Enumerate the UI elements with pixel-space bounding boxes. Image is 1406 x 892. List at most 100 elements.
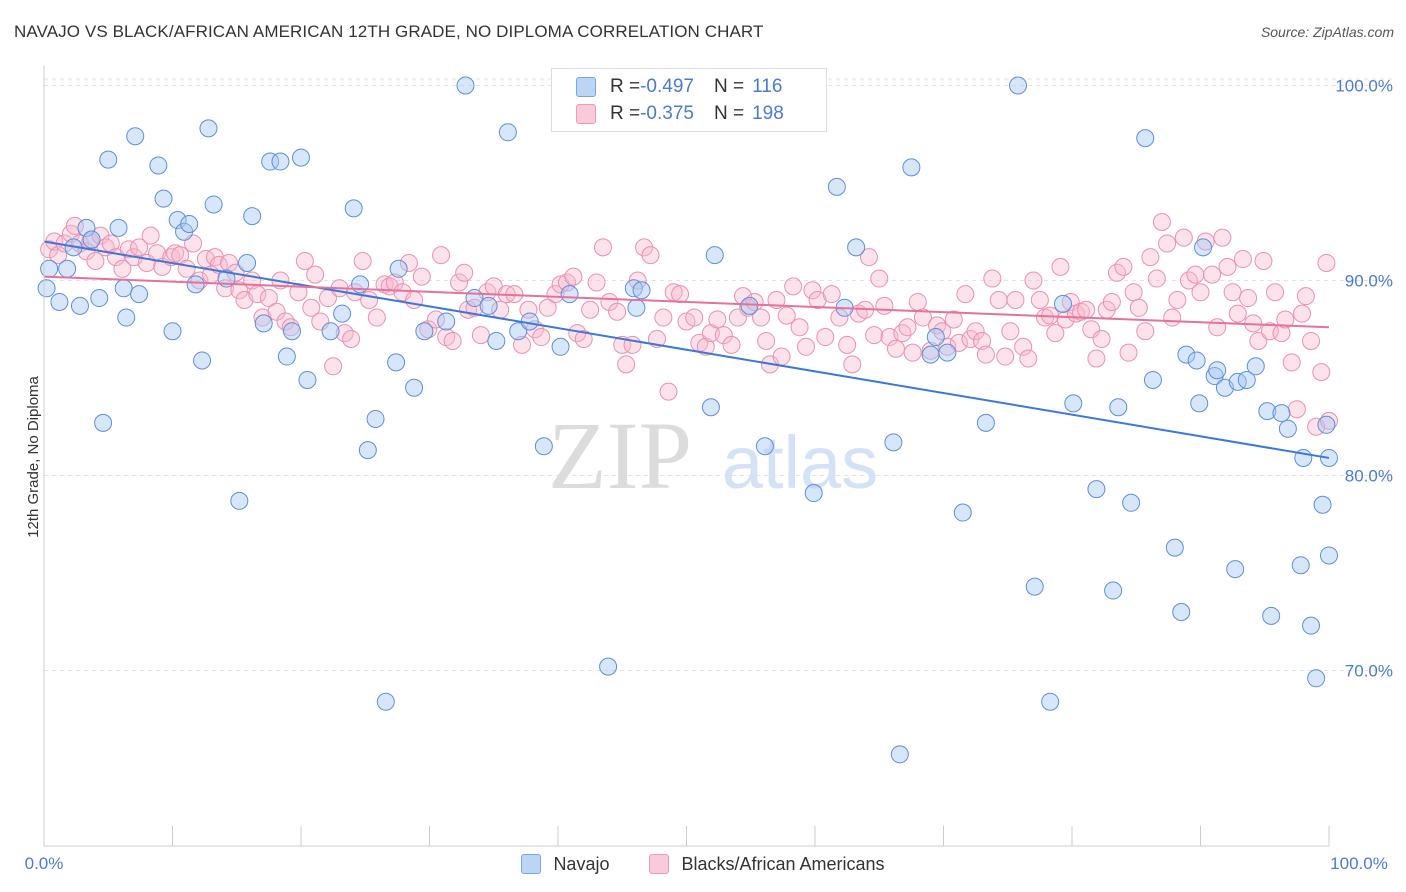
black-point: [259, 289, 278, 308]
black-point: [1213, 228, 1232, 247]
black-point: [1024, 271, 1043, 290]
navajo-point: [1143, 370, 1162, 389]
black-point: [1046, 324, 1065, 343]
black-point: [898, 318, 917, 337]
black-point: [1296, 287, 1315, 306]
navajo-point: [479, 296, 498, 315]
navajo-point: [921, 345, 940, 364]
black-point: [830, 308, 849, 327]
black-point: [1152, 213, 1171, 231]
navajo-point: [1104, 581, 1123, 600]
navajo-point: [847, 238, 866, 257]
black-point: [1168, 291, 1187, 309]
black-point: [790, 318, 809, 337]
black-point: [600, 292, 619, 311]
navajo-point: [884, 433, 903, 452]
navajo-point: [243, 207, 262, 226]
bottom-legend-label: Blacks/African Americans: [681, 853, 885, 874]
navajo-point: [804, 484, 823, 503]
navajo-point: [627, 298, 646, 317]
black-point: [324, 357, 343, 376]
black-point: [870, 269, 889, 288]
black-trend-line: [43, 275, 1330, 329]
navajo-point: [599, 657, 618, 676]
black-point: [949, 333, 968, 352]
navajo-trend-line: [43, 240, 1330, 459]
navajo-point: [126, 127, 145, 146]
black-point: [1124, 283, 1143, 302]
navajo-point: [1237, 370, 1256, 389]
black-point: [1102, 292, 1121, 311]
black-point: [342, 330, 361, 348]
black-point: [865, 326, 884, 345]
navajo-point: [82, 230, 101, 249]
navajo-swatch: [521, 854, 542, 874]
navajo-point: [1177, 345, 1196, 364]
navajo-point: [1054, 294, 1073, 313]
y-tick-label: 100.0%: [1335, 77, 1393, 96]
navajo-point: [154, 189, 173, 208]
x-tick-label: 100.0%: [1330, 854, 1388, 873]
navajo-point: [890, 745, 909, 764]
legend: R = -0.497 N = 116 R = -0.375 N = 198: [551, 68, 827, 132]
navajo-point: [1064, 394, 1083, 413]
black-point: [49, 246, 68, 265]
legend-r-value: -0.497: [640, 76, 694, 97]
navajo-point: [114, 279, 133, 298]
navajo-point: [261, 152, 280, 171]
axes: 70.0% 80.0% 90.0% 100.0% 0.0% 100.0%: [25, 66, 1393, 873]
navajo-point: [1228, 372, 1247, 391]
navajo-point: [130, 285, 149, 304]
black-point: [1014, 337, 1033, 356]
navajo-point: [1109, 398, 1128, 417]
black-point: [1233, 250, 1252, 269]
watermark-zip: ZIP: [548, 402, 692, 509]
navajo-point: [1009, 76, 1028, 95]
navajo-point: [1087, 480, 1106, 499]
navajo-point: [351, 275, 370, 294]
navajo-point: [976, 413, 995, 432]
black-point: [608, 302, 627, 321]
navajo-point: [1190, 394, 1209, 413]
navajo-point: [321, 322, 340, 341]
black-point: [405, 291, 424, 309]
navajo-point: [58, 259, 77, 278]
black-point: [1006, 291, 1025, 309]
black-point: [966, 322, 985, 341]
black-point: [893, 324, 912, 343]
watermark: ZIP atlas: [548, 402, 878, 509]
navajo-point: [509, 322, 528, 341]
black-point: [1228, 304, 1247, 323]
black-point: [538, 298, 557, 317]
navajo-point: [168, 211, 187, 230]
black-point: [708, 310, 727, 329]
navajo-point: [701, 398, 720, 417]
black-point: [956, 285, 975, 304]
black-point: [685, 308, 704, 327]
legend-r-value: -0.375: [640, 103, 694, 124]
black-point: [983, 269, 1002, 288]
black-point: [86, 252, 105, 270]
black-point: [797, 337, 816, 356]
black-point: [306, 265, 325, 284]
black-point: [302, 298, 321, 317]
navajo-point: [387, 353, 406, 372]
legend-row-black: R = -0.375 N = 198: [576, 102, 784, 126]
navajo-point: [238, 253, 257, 272]
black-point: [465, 298, 484, 317]
navajo-point: [938, 343, 957, 362]
black-point: [295, 252, 314, 270]
navajo-point: [117, 308, 136, 327]
navajo-swatch: [576, 77, 596, 97]
black-point: [360, 291, 379, 309]
navajo-point: [415, 322, 434, 341]
black-point: [1092, 330, 1111, 348]
black-point: [875, 296, 894, 315]
bottom-legend: Navajo Blacks/African Americans: [0, 852, 1406, 876]
black-point: [777, 306, 796, 325]
black-point: [696, 337, 715, 356]
black-point: [581, 300, 600, 319]
black-point: [1317, 253, 1336, 272]
navajo-point: [271, 152, 290, 171]
